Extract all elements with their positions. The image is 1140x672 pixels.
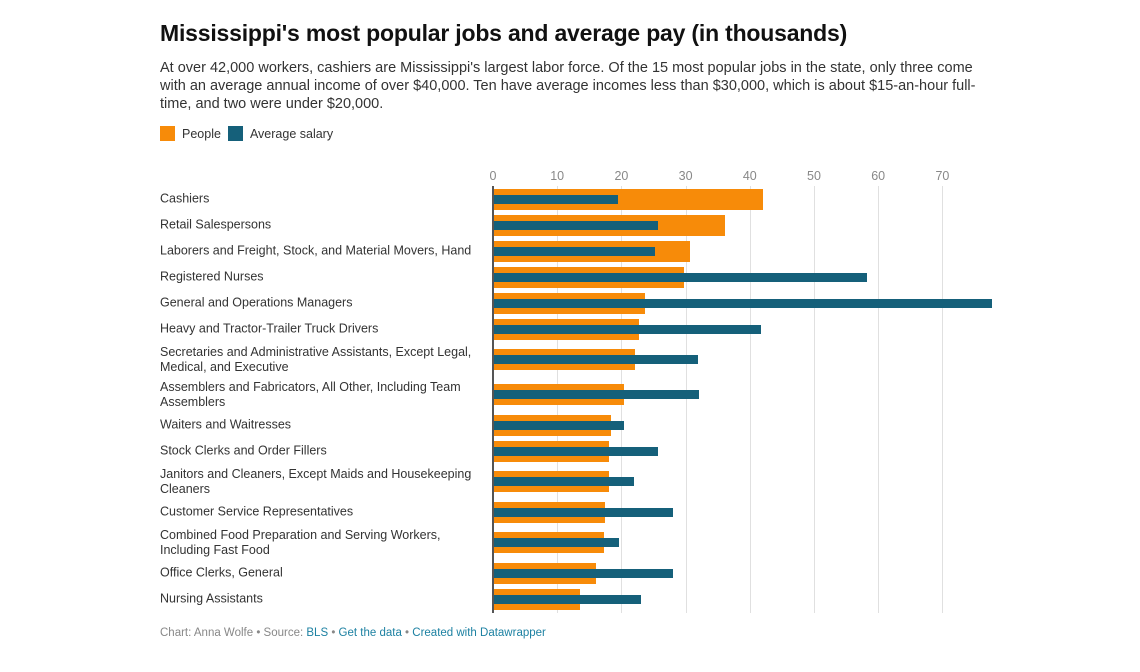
gridline bbox=[685, 186, 687, 613]
bar-average-salary bbox=[493, 538, 620, 547]
bar-average-salary bbox=[493, 420, 624, 430]
legend: People Average salary bbox=[160, 126, 340, 141]
x-tick-label: 70 bbox=[935, 169, 950, 183]
category-label: Stock Clerks and Order Fillers bbox=[160, 443, 327, 458]
x-tick-label: 10 bbox=[550, 169, 565, 183]
datawrapper-link[interactable]: Created with Datawrapper bbox=[412, 627, 546, 639]
category-label: Registered Nurses bbox=[160, 269, 264, 284]
category-label: Nursing Assistants bbox=[160, 591, 263, 606]
category-label: Heavy and Tractor-Trailer Truck Drivers bbox=[160, 321, 379, 336]
category-label: Laborers and Freight, Stock, and Materia… bbox=[160, 243, 472, 258]
legend-label: People bbox=[182, 126, 221, 141]
x-tick-label: 0 bbox=[489, 169, 497, 183]
chart-description: At over 42,000 workers, cashiers are Mis… bbox=[160, 60, 976, 112]
footer: Chart: Anna Wolfe • Source: BLS • Get th… bbox=[160, 627, 546, 639]
bar-average-salary bbox=[493, 220, 658, 230]
bar-average-salary bbox=[493, 355, 699, 364]
category-label: General and Operations Managers bbox=[160, 295, 353, 310]
legend-item-people: People bbox=[160, 126, 221, 141]
legend-swatch-salary bbox=[227, 126, 243, 141]
gridline bbox=[942, 186, 944, 613]
x-tick-label: 40 bbox=[742, 169, 757, 183]
bar-average-salary bbox=[493, 477, 635, 486]
category-label: Assemblers and Fabricators, All Other, I… bbox=[160, 379, 461, 409]
baseline-axis bbox=[492, 186, 494, 613]
category-label: Waiters and Waitresses bbox=[160, 417, 292, 432]
category-label: Janitors and Cleaners, Except Maids and … bbox=[160, 466, 472, 496]
bar-average-salary bbox=[493, 194, 618, 204]
gridline bbox=[814, 186, 815, 613]
source-link[interactable]: BLS bbox=[306, 627, 329, 639]
category-label: Customer Service Representatives bbox=[160, 504, 354, 519]
legend-item-salary: Average salary bbox=[227, 126, 334, 141]
bar-average-salary bbox=[493, 568, 674, 578]
category-label: Combined Food Preparation and Serving Wo… bbox=[160, 527, 441, 557]
x-tick-label: 20 bbox=[614, 169, 629, 183]
legend-label: Average salary bbox=[249, 126, 334, 141]
gridline bbox=[749, 186, 751, 613]
x-tick-label: 50 bbox=[807, 169, 821, 183]
x-tick-label: 30 bbox=[678, 169, 693, 183]
gridline bbox=[878, 186, 880, 613]
category-label: Cashiers bbox=[160, 191, 210, 206]
separator: • bbox=[328, 627, 339, 639]
chart-title: Mississippi's most popular jobs and aver… bbox=[160, 20, 848, 46]
bar-average-salary bbox=[493, 272, 868, 282]
bar-average-salary bbox=[493, 246, 656, 256]
category-label: Office Clerks, General bbox=[160, 565, 283, 580]
bar-average-salary bbox=[493, 446, 658, 456]
bar-average-salary bbox=[493, 594, 641, 604]
bar-average-salary bbox=[493, 324, 762, 334]
x-tick-label: 60 bbox=[871, 169, 886, 183]
get-data-link[interactable]: Get the data bbox=[338, 627, 402, 639]
separator: • bbox=[401, 627, 413, 639]
bar-average-salary bbox=[493, 507, 674, 517]
category-label: Secretaries and Administrative Assistant… bbox=[160, 344, 472, 374]
bar-average-salary bbox=[493, 390, 700, 399]
category-label: Retail Salespersons bbox=[160, 217, 272, 232]
bar-people bbox=[493, 188, 763, 210]
footer-credit: Chart: Anna Wolfe • Source: bbox=[160, 627, 307, 639]
bar-average-salary bbox=[493, 298, 992, 308]
legend-swatch-people bbox=[160, 126, 175, 141]
